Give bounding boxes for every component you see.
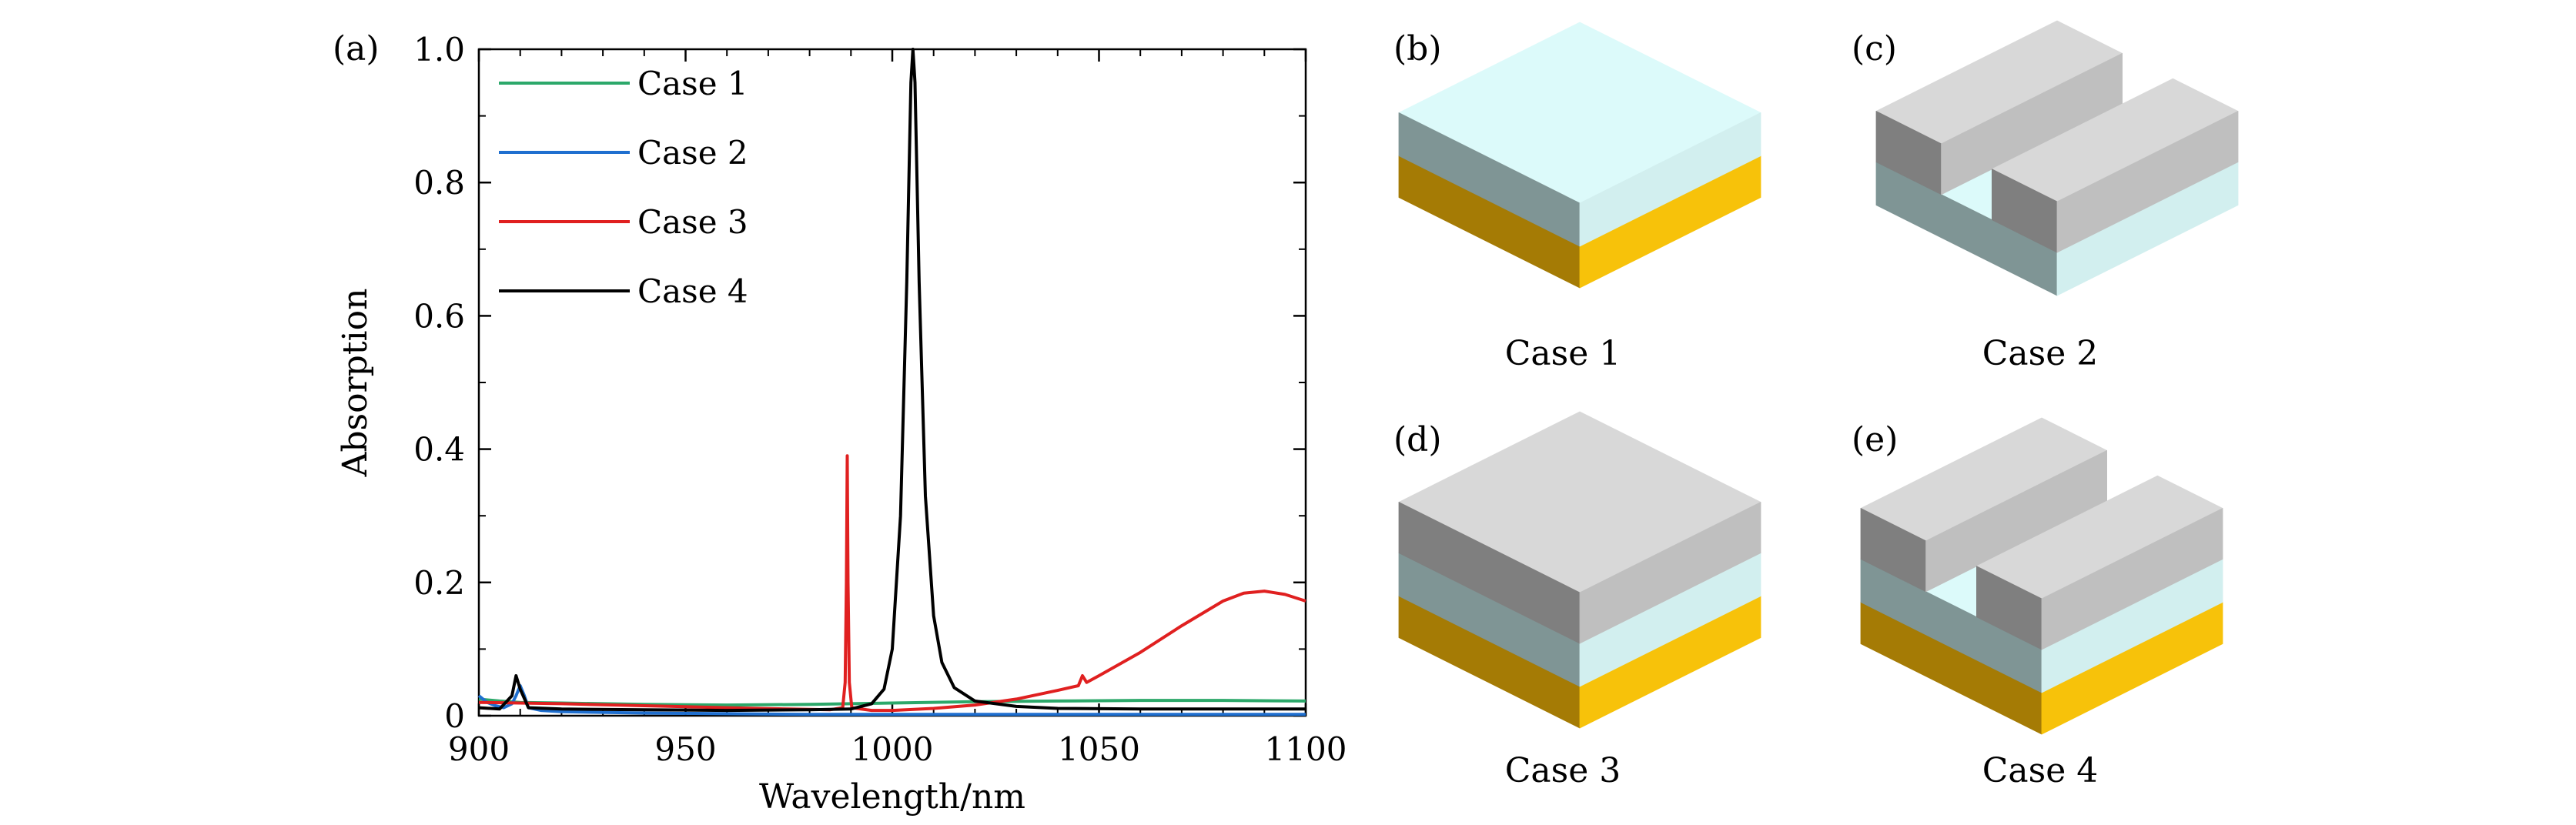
legend-label-4: Case 4 (637, 272, 748, 310)
y-tick-label: 0.2 (413, 564, 465, 602)
x-axis-title: Wavelength/nm (759, 777, 1025, 817)
panel-label: (b) (1393, 29, 1442, 68)
x-tick-label: 1050 (1058, 730, 1140, 768)
case-caption: Case 2 (1982, 334, 2099, 373)
schematic-case-1: (b) Case 1 (1393, 22, 1761, 373)
y-tick-label: 0 (444, 697, 465, 735)
dielectric-spacer-right (1579, 112, 1761, 247)
y-tick-label: 0.8 (413, 164, 465, 202)
x-tick-label: 950 (654, 730, 716, 768)
axis-ticks (477, 48, 1307, 717)
schematic-case-2: (c) Case 2 (1852, 20, 2239, 373)
series-line-2 (477, 684, 1306, 716)
series-line-4 (478, 48, 1306, 713)
schematic-case-4: (e) Case 4 (1852, 417, 2223, 790)
panel-label: (d) (1393, 420, 1442, 459)
legend-label-1: Case 1 (637, 65, 748, 102)
x-tick-label: 900 (448, 730, 510, 768)
series-line-3 (478, 454, 1306, 713)
y-tick-label: 1.0 (413, 31, 465, 68)
x-tick-label: 1000 (851, 730, 934, 768)
y-tick-label: 0.6 (413, 297, 465, 335)
case-caption: Case 4 (1982, 751, 2099, 790)
axis-tick-labels: 900 950 1000 1050 1100 0 0.2 0.4 0.6 0.8 1.0 (413, 31, 1347, 768)
metal-bar-front-right (2056, 111, 2239, 253)
metal-film-right (1579, 502, 1761, 644)
panel-label: (e) (1852, 420, 1898, 459)
series-lines (477, 48, 1306, 716)
y-tick-label: 0.4 (413, 431, 465, 469)
case-caption: Case 3 (1505, 751, 1621, 790)
panel-label-a: (a) (333, 29, 380, 68)
legend-label-2: Case 2 (637, 134, 748, 172)
x-tick-label: 1100 (1265, 730, 1347, 768)
case-caption: Case 1 (1505, 334, 1621, 373)
panel-label: (c) (1852, 29, 1897, 68)
legend-label-3: Case 3 (637, 203, 748, 241)
schematic-case-3: (d) Case 3 (1393, 411, 1761, 790)
legend: Case 1 Case 2 Case 3 Case 4 (499, 65, 748, 310)
y-axis-title: Absorption (336, 289, 375, 478)
absorption-chart: (a) 900 950 1000 1050 1100 0 0.2 0.4 0.6 0.8 1.0 W… (333, 29, 1347, 817)
metal-bar-front-right (2041, 508, 2223, 650)
plot-frame (477, 48, 1307, 717)
schematic-panels: (b) Case 1 (c) Case 2 (d) Case 3 (e) Case 4 (1393, 20, 2239, 790)
